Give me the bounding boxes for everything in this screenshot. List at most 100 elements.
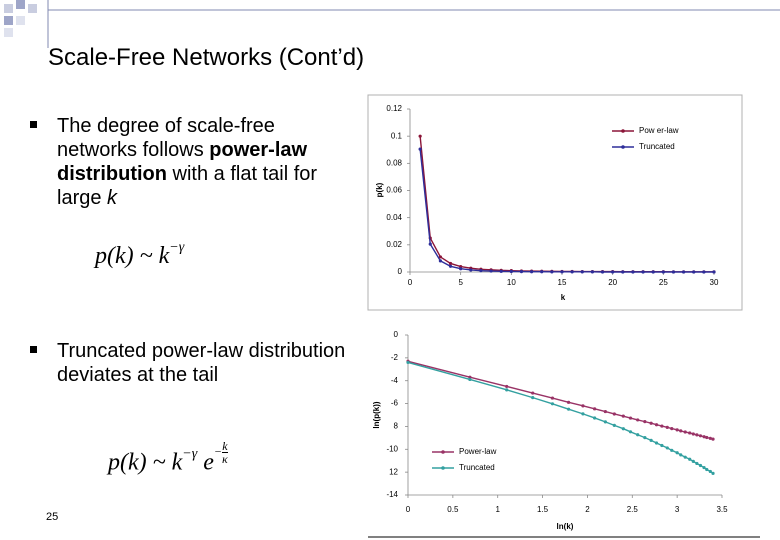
x-tick-label: 0.5 [447, 505, 459, 514]
deco-square [16, 0, 25, 9]
data-point [702, 270, 706, 274]
x-tick-label: 3.5 [716, 505, 728, 514]
deco-square [16, 16, 25, 25]
data-point [660, 424, 664, 428]
x-tick-label: 2 [585, 505, 590, 514]
data-point [682, 270, 686, 274]
y-tick-label: 0.1 [391, 131, 403, 140]
legend-label: Pow er-law [639, 126, 679, 135]
text-run: Truncated power-law distribution deviate… [57, 340, 346, 386]
x-tick-label: 3 [675, 505, 680, 514]
data-point [612, 423, 616, 427]
formula-fraction: − k κ [214, 440, 228, 465]
x-tick-label: 30 [710, 278, 719, 287]
data-point [636, 433, 640, 437]
data-point [643, 436, 647, 440]
legend-marker [441, 450, 445, 454]
y-tick-label: -14 [386, 490, 398, 499]
data-point [612, 412, 616, 416]
data-point [468, 375, 472, 379]
formula-exponent: −γ [169, 240, 185, 255]
y-axis-title: p(k) [375, 182, 384, 197]
legend-marker [621, 145, 625, 149]
data-point [611, 270, 615, 274]
formula-factor: e [203, 449, 214, 476]
data-point [679, 453, 683, 457]
data-point [705, 467, 709, 472]
data-point [570, 270, 574, 274]
data-point [654, 441, 659, 445]
data-point [671, 270, 676, 274]
data-point [665, 446, 669, 450]
data-point [702, 435, 706, 439]
series-line [419, 136, 714, 273]
y-tick-label: 12 [389, 467, 398, 476]
deco-square [4, 16, 13, 25]
data-point [438, 255, 442, 259]
data-point [479, 269, 483, 273]
y-tick-label: 0.04 [386, 213, 402, 222]
data-point [705, 435, 709, 440]
data-point [695, 433, 699, 437]
data-point [581, 412, 585, 416]
data-point [688, 457, 692, 461]
data-point [603, 409, 607, 414]
data-point [621, 414, 625, 418]
data-point [600, 270, 605, 274]
y-tick-label: -10 [386, 444, 398, 453]
text-run: k [107, 187, 118, 209]
data-point [692, 270, 696, 274]
data-point [469, 268, 473, 272]
data-point [698, 463, 703, 468]
data-point [702, 465, 706, 470]
data-point [695, 461, 699, 466]
data-point [683, 455, 687, 459]
series-line [419, 148, 714, 273]
data-point [438, 259, 442, 263]
data-point [675, 451, 679, 455]
legend-label: Truncated [459, 463, 495, 472]
x-tick-label: 15 [558, 278, 567, 287]
bullet-text: The degree of scale-free networks follow… [57, 114, 352, 210]
data-point [519, 269, 524, 274]
deco-square [4, 28, 13, 37]
x-tick-label: 0 [406, 505, 411, 514]
data-point [670, 427, 674, 431]
data-point [670, 448, 674, 452]
data-point [406, 360, 410, 365]
y-axis-title: ln(p(k)) [372, 401, 381, 428]
formula-base: p(k) ~ k [108, 449, 183, 476]
data-point [691, 432, 695, 436]
data-point [675, 428, 679, 432]
legend-label: Truncated [639, 142, 675, 151]
data-point [628, 416, 633, 420]
y-tick-label: 8 [394, 422, 399, 431]
data-point [505, 388, 509, 392]
data-point [418, 134, 422, 138]
data-point [509, 269, 513, 274]
x-tick-label: 25 [659, 278, 668, 287]
data-point [428, 242, 432, 246]
data-point [550, 270, 554, 274]
data-point [649, 421, 653, 425]
formula-base: p(k) ~ k [95, 243, 170, 269]
data-point [679, 429, 683, 433]
x-tick-label: 1 [495, 505, 500, 514]
x-tick-label: 10 [507, 278, 516, 287]
data-point [566, 407, 571, 411]
data-point [698, 434, 703, 438]
series-line [407, 361, 714, 474]
data-point [566, 400, 571, 404]
y-tick-label: 0 [394, 330, 399, 339]
data-point [649, 438, 653, 442]
formula: p(k) ~ k−γ e− k κ [108, 440, 228, 476]
data-point [688, 431, 692, 435]
data-point [593, 416, 597, 420]
data-point [636, 418, 640, 422]
data-point [654, 423, 659, 427]
x-tick-label: 5 [458, 278, 463, 287]
data-point [499, 269, 503, 273]
text-run: power-law distribution [57, 139, 308, 185]
